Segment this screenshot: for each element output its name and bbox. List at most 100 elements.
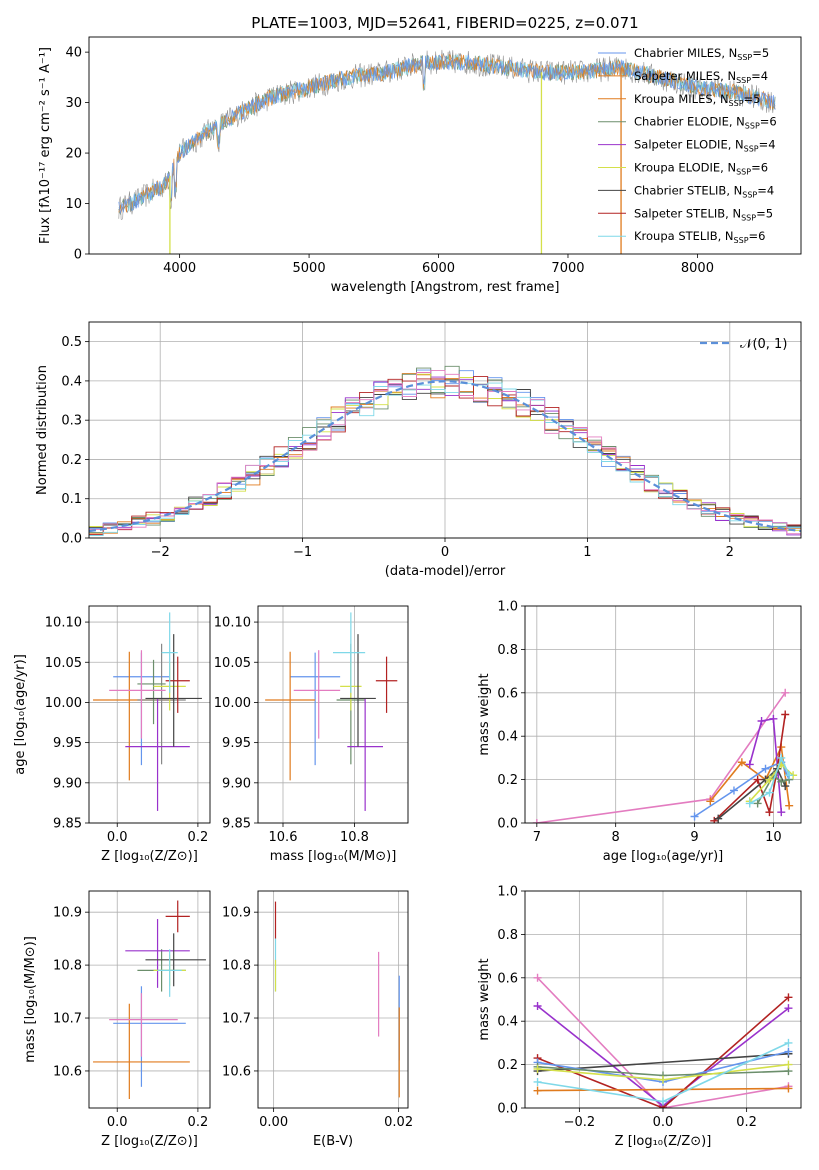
residuals-xtick-label: −1 <box>293 545 312 560</box>
weight-vs-Z-ytick-label: 0.6 <box>497 971 518 986</box>
weight-vs-age-xtick-label: 10 <box>765 830 782 845</box>
weight-vs-age-ylabel: mass weight <box>477 673 492 755</box>
spectrum-ytick-label: 10 <box>65 197 82 212</box>
spectrum-xtick-label: 6000 <box>422 261 455 276</box>
weight-vs-Z-ylabel: mass weight <box>477 958 492 1040</box>
weight-vs-age-xlabel: age [log₁₀(age/yr)] <box>603 849 724 864</box>
mass-vs-Z-point <box>145 933 206 987</box>
weight-vs-Z-marker <box>659 1075 667 1084</box>
weight-vs-age-marker <box>769 714 778 723</box>
age-vs-Z-frame <box>88 605 211 824</box>
residuals-xtick-label: 1 <box>583 545 591 560</box>
weight-vs-age-marker <box>765 808 774 817</box>
weight-vs-age-marker <box>532 819 541 823</box>
mass-vs-Z-point <box>165 900 190 933</box>
spectrum-ylabel: Flux [fλ10⁻¹⁷ erg cm⁻² s⁻¹ A⁻¹] <box>38 47 53 244</box>
weight-vs-age-marker <box>737 758 746 767</box>
residuals-ytick-label: 0.2 <box>61 453 82 468</box>
weight-vs-Z-marker <box>784 1047 793 1056</box>
weight-vs-Z-marker <box>533 1077 542 1086</box>
age-vs-Z-ytick-label: 10.10 <box>45 616 82 631</box>
weight-vs-Z-marker <box>533 1064 542 1073</box>
age-vs-mass-frame <box>257 605 409 824</box>
weight-vs-age-ytick-label: 0.4 <box>497 730 518 745</box>
weight-vs-age-marker <box>785 801 794 810</box>
residuals-histogram-series <box>89 369 801 537</box>
age-vs-Z-xlabel: Z [log₁₀(Z/Z⊙)] <box>101 849 198 864</box>
residuals-xtick-label: −2 <box>151 545 170 560</box>
age-vs-mass-ytick-label: 10.10 <box>214 616 251 631</box>
residuals-xtick-label: 0 <box>441 545 449 560</box>
weight-vs-Z-frame <box>524 890 802 1109</box>
spectrum-xtick-label: 7000 <box>551 261 584 276</box>
weight-vs-age-marker <box>714 814 723 823</box>
age-vs-Z-point <box>109 650 166 739</box>
age-vs-Z-xtick-label: 0.2 <box>188 830 209 845</box>
weight-vs-age-xtick-label: 7 <box>533 830 541 845</box>
weight-vs-Z-xtick-label: 0.2 <box>736 1115 757 1130</box>
weight-vs-age-ytick-label: 0.2 <box>497 773 518 788</box>
age-vs-mass-xtick-label: 10.8 <box>340 830 369 845</box>
weight-vs-Z-marker <box>533 1002 542 1011</box>
weight-vs-Z-marker <box>784 1084 793 1093</box>
weight-vs-age-marker <box>690 812 699 821</box>
weight-vs-age-marker <box>781 710 790 719</box>
weight-vs-age-marker <box>706 797 715 806</box>
weight-vs-Z-series-line <box>537 996 790 1108</box>
age-vs-Z-ytick-label: 9.90 <box>53 776 82 791</box>
weight-vs-Z-ytick-label: 0.4 <box>497 1015 518 1030</box>
spectrum-series-line <box>118 54 776 215</box>
spectrum-ytick-label: 20 <box>65 147 82 162</box>
mass-vs-ebv-xtick-label: 0.02 <box>384 1115 413 1130</box>
spectrum-ytick-label: 40 <box>65 46 82 61</box>
age-vs-Z-ytick-label: 10.00 <box>45 696 82 711</box>
age-vs-mass-xlabel: mass [log₁₀(M/M⊙)] <box>270 849 397 864</box>
weight-vs-age-marker <box>757 717 766 726</box>
spectrum-legend-label: Salpeter STELIB, NSSP=5 <box>634 206 773 222</box>
spectrum-legend-label: Salpeter ELODIE, NSSP=4 <box>634 138 776 154</box>
residuals-legend-label: 𝒩(0, 1) <box>740 337 787 352</box>
weight-vs-age-ytick-label: 1.0 <box>497 600 518 615</box>
age-vs-Z-ytick-label: 9.85 <box>53 817 82 832</box>
age-vs-mass-ytick-label: 9.85 <box>222 817 251 832</box>
weight-vs-Z-marker <box>659 1097 667 1106</box>
residuals-xlabel: (data-model)/error <box>385 564 506 579</box>
weight-vs-age-marker <box>781 688 790 697</box>
weight-vs-age-marker <box>777 777 786 786</box>
residuals-ytick-label: 0.1 <box>61 492 82 507</box>
age-vs-Z-ylabel: age [log₁₀(age/yr)] <box>13 654 28 775</box>
spectrum-axes: 4000 5000 6000 7000 8000 0 10 20 30 40 wavelength … <box>38 46 714 295</box>
age-vs-Z-axes: 0.0 0.2 9.85 9.90 9.95 10.00 10.05 10.10 Z [log₁… <box>13 606 210 864</box>
age-vs-mass-point <box>265 651 316 781</box>
weight-vs-age-marker <box>777 808 786 817</box>
spectrum-xtick-label: 4000 <box>163 261 196 276</box>
weight-vs-Z-xtick-label: 0.0 <box>653 1115 674 1130</box>
mass-vs-ebv-frame <box>257 890 409 1109</box>
weight-vs-age-frame <box>524 605 802 824</box>
spectrum-legend-label: Chabrier ELODIE, NSSP=6 <box>634 115 777 131</box>
residuals-ytick-label: 0.4 <box>61 374 82 389</box>
spectrum-ytick-label: 0 <box>74 248 82 263</box>
spectrum-legend-label: Kroupa ELODIE, NSSP=6 <box>634 161 768 177</box>
weight-vs-age-marker <box>781 782 790 791</box>
weight-vs-age-marker <box>745 760 754 769</box>
age-vs-mass-point <box>347 698 383 811</box>
weight-vs-Z-marker <box>784 1038 793 1047</box>
mass-vs-Z-ytick-label: 10.7 <box>53 1012 82 1027</box>
figure-title: PLATE=1003, MJD=52641, FIBERID=0225, z=0… <box>251 14 638 32</box>
residuals-ytick-label: 0.5 <box>61 335 82 350</box>
normal-curve-line <box>88 380 802 533</box>
spectrum-frame <box>88 36 802 255</box>
age-vs-mass-ytick-label: 10.00 <box>214 696 251 711</box>
weight-vs-Z-ytick-label: 1.0 <box>497 885 518 900</box>
age-vs-Z-ytick-label: 9.95 <box>53 736 82 751</box>
weight-vs-age-marker <box>777 753 786 762</box>
residuals-xtick-label: 2 <box>726 545 734 560</box>
spectrum-ytick-label: 30 <box>65 96 82 111</box>
weight-vs-Z-xtick-label: −0.2 <box>564 1115 596 1130</box>
age-vs-mass-ytick-label: 9.90 <box>222 776 251 791</box>
mass-vs-Z-ytick-label: 10.6 <box>53 1064 82 1079</box>
weight-vs-age-marker <box>753 775 762 784</box>
